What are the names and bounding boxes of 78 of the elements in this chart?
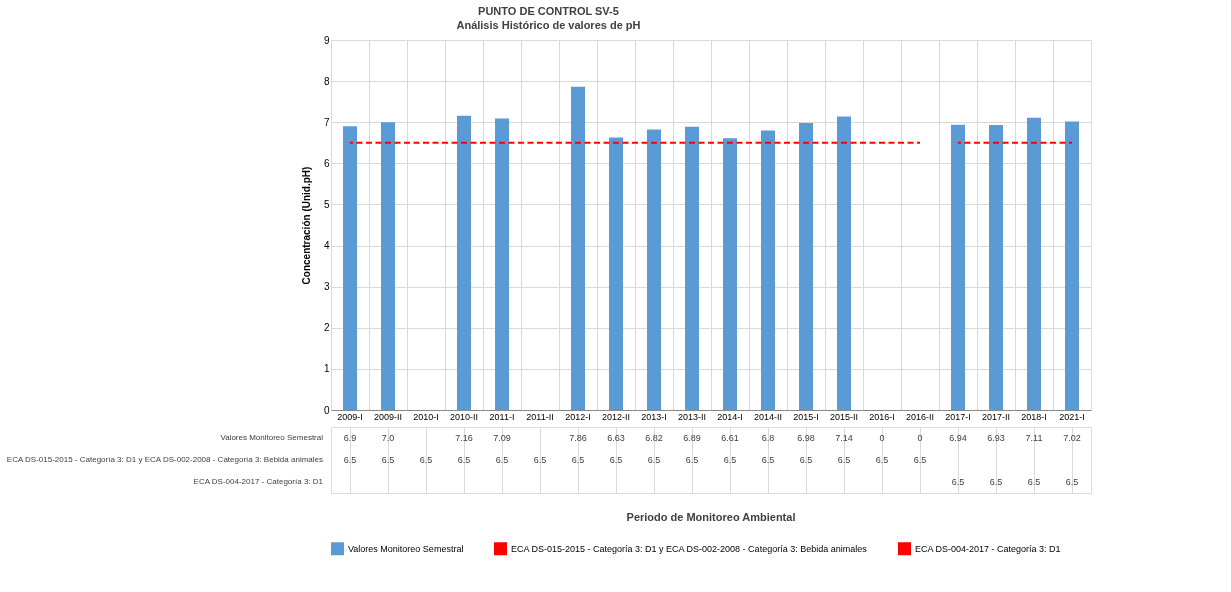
- data-label: 6.5: [381, 455, 395, 465]
- data-label: 6.5: [1027, 477, 1041, 487]
- data-label: 6.9: [343, 433, 357, 443]
- data-label: 6.5: [875, 455, 889, 465]
- y-tick-label: 8: [323, 75, 330, 87]
- data-label: 6.5: [723, 455, 737, 465]
- y-tick-label: 7: [323, 116, 330, 128]
- data-label: 6.8: [761, 433, 775, 443]
- data-label: 7.11: [1025, 433, 1043, 443]
- y-tick-label: 5: [323, 198, 330, 210]
- x-tick-label: 2013-II: [677, 411, 707, 422]
- x-tick-label: 2012-I: [565, 411, 591, 422]
- data-label: 7.86: [569, 433, 587, 443]
- data-label: 6.82: [645, 433, 663, 443]
- legend-label: ECA DS-015-2015 - Categoría 3: D1 y ECA DS-002-2008 - Categoría 3: Bebida animales: [511, 543, 868, 554]
- x-tick-label: 2017-I: [945, 411, 971, 422]
- y-tick-label: 6: [323, 157, 330, 169]
- data-label: 6.5: [457, 455, 471, 465]
- data-label: 6.5: [495, 455, 509, 465]
- y-tick-label: 2: [323, 322, 330, 334]
- x-tick-label: 2013-I: [641, 411, 667, 422]
- data-label: 6.93: [987, 433, 1005, 443]
- x-tick-label: 2017-II: [981, 411, 1011, 422]
- text: ECA DS-015-2015 - Categoría 3: D1 y ECA DS-002-2008 - Categoría 3: Bebida animales: [6, 455, 323, 464]
- y-axis-title: Concentración (Unid.pH): [300, 166, 312, 285]
- x-tick-label: 2018-I: [1021, 411, 1047, 422]
- chart-title: PUNTO DE CONTROL SV-5: [478, 4, 619, 17]
- data-label: 6.5: [419, 455, 433, 465]
- data-label: 6.5: [685, 455, 699, 465]
- data-label: 7.14: [835, 433, 853, 443]
- y-tick-label: 3: [323, 281, 330, 293]
- text: ECA DS-004-2017 - Categoría 3: D1: [193, 477, 323, 486]
- data-label: 6.94: [949, 433, 967, 443]
- x-tick-label: 2009-I: [337, 411, 363, 422]
- data-label: 0: [917, 433, 923, 443]
- x-tick-label: 2011-I: [489, 411, 515, 422]
- data-label: 6.5: [837, 455, 851, 465]
- data-label: 6.5: [761, 455, 775, 465]
- data-label: 6.5: [647, 455, 661, 465]
- x-tick-label: 2014-I: [717, 411, 743, 422]
- text: Valores Monitoreo Semestral: [220, 433, 323, 442]
- data-label: 7.0: [381, 433, 395, 443]
- x-tick-label: 2014-II: [753, 411, 783, 422]
- data-label: 6.89: [683, 433, 701, 443]
- x-tick-label: 2009-II: [373, 411, 403, 422]
- x-tick-label: 2021-I: [1059, 411, 1085, 422]
- chart-subtitle: Análisis Histórico de valores de pH: [456, 18, 641, 31]
- x-tick-label: 2012-II: [601, 411, 631, 422]
- data-label: 6.5: [799, 455, 813, 465]
- y-tick-label: 1: [323, 363, 330, 375]
- y-tick-label: 0: [323, 404, 330, 416]
- text: Periodo de Monitoreo Ambiental: [626, 511, 796, 523]
- y-tick-label: 9: [323, 34, 330, 46]
- legend-label: ECA DS-004-2017 - Categoría 3: D1: [915, 543, 1061, 554]
- data-label: 7.16: [455, 433, 473, 443]
- x-tick-label: 2015-I: [793, 411, 819, 422]
- data-label: 6.5: [913, 455, 927, 465]
- data-label: 6.5: [343, 455, 357, 465]
- data-label: 6.5: [951, 477, 965, 487]
- legend-label: Valores Monitoreo Semestral: [348, 543, 464, 554]
- data-label: 6.98: [797, 433, 815, 443]
- x-tick-label: 2016-I: [869, 411, 895, 422]
- data-label: 6.61: [721, 433, 739, 443]
- x-tick-label: 2010-I: [413, 411, 439, 422]
- data-label: 6.63: [607, 433, 625, 443]
- data-label: 6.5: [571, 455, 585, 465]
- x-tick-label: 2011-II: [526, 411, 554, 422]
- data-label: 7.02: [1063, 433, 1081, 443]
- data-label: 6.5: [609, 455, 623, 465]
- x-tick-label: 2015-II: [829, 411, 859, 422]
- data-label: 0: [879, 433, 885, 443]
- x-tick-label: 2016-II: [905, 411, 935, 422]
- x-tick-label: 2010-II: [449, 411, 479, 422]
- data-label: 7.09: [493, 433, 511, 443]
- y-tick-label: 4: [323, 240, 330, 252]
- data-label: 6.5: [989, 477, 1003, 487]
- data-label: 6.5: [533, 455, 547, 465]
- data-label: 6.5: [1065, 477, 1079, 487]
